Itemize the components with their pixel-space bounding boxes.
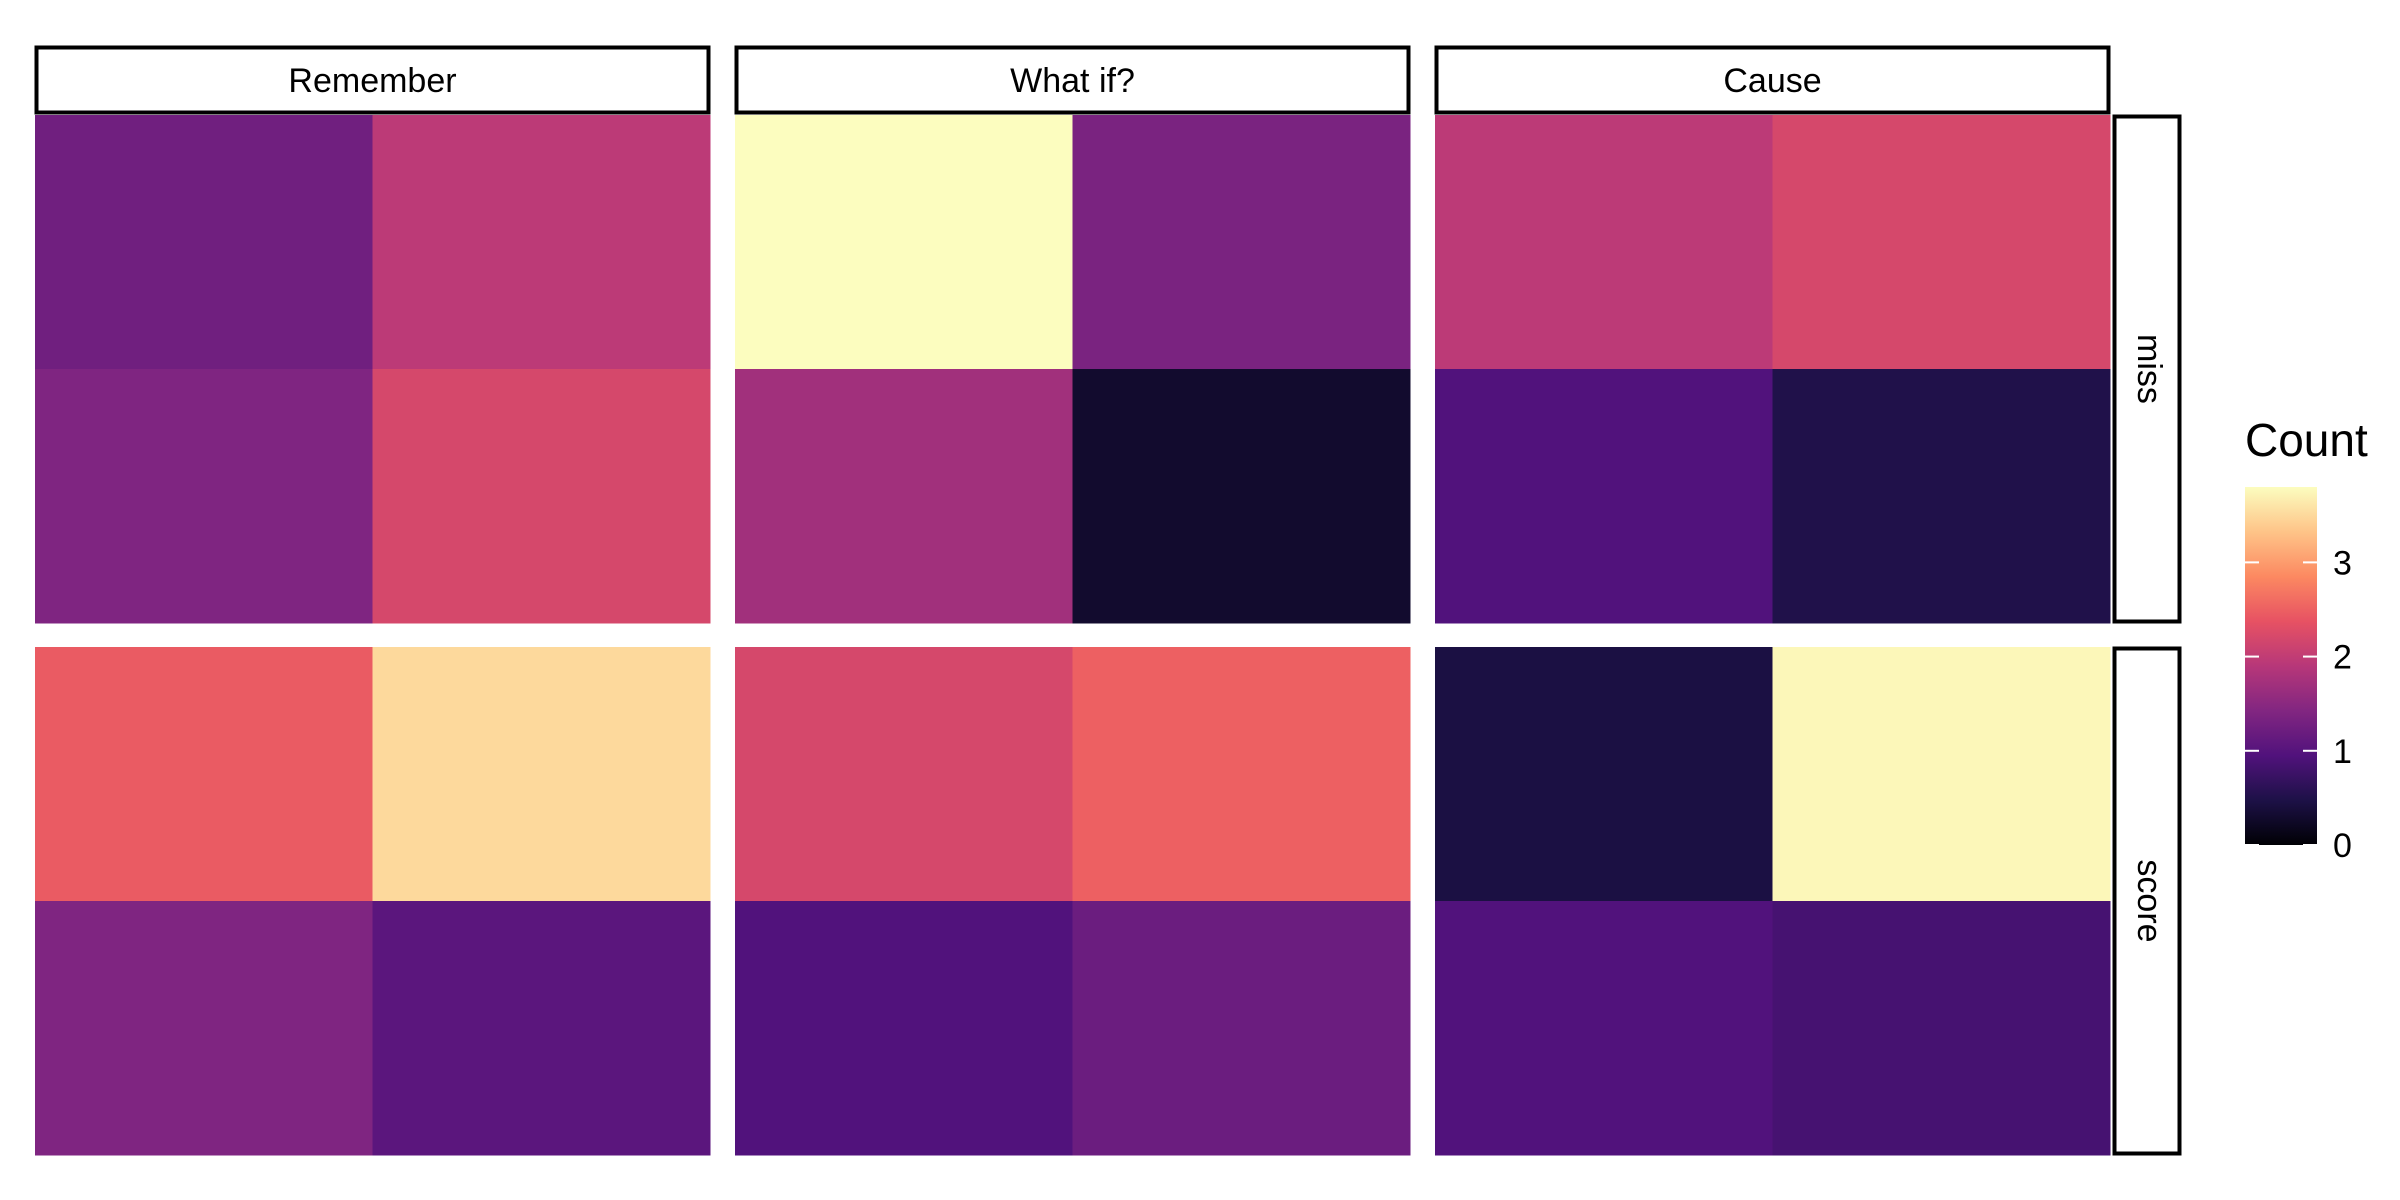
heatmap-cell bbox=[735, 115, 1073, 370]
legend-tick-label: 0 bbox=[2333, 827, 2352, 865]
heatmap-cell bbox=[1435, 115, 1773, 370]
heatmap-cell bbox=[1435, 647, 1773, 902]
heatmap-cell bbox=[1072, 369, 1411, 624]
legend-title: Count bbox=[2245, 414, 2368, 466]
panel-cause-miss bbox=[1435, 115, 2111, 624]
strip-label: Cause bbox=[1723, 62, 1821, 100]
strip-miss: miss bbox=[2112, 114, 2182, 624]
heatmap-cell bbox=[35, 901, 373, 1156]
legend-colorbar bbox=[2245, 487, 2317, 845]
panel-what-if-miss bbox=[735, 115, 1411, 624]
strip-label: What if? bbox=[1010, 62, 1135, 100]
panels-layer bbox=[35, 115, 2111, 1156]
panel-cause-score bbox=[1435, 647, 2111, 1156]
strip-label: score bbox=[2130, 859, 2168, 942]
strip-box bbox=[1434, 45, 2111, 115]
legend-tick-label: 1 bbox=[2333, 733, 2352, 771]
strip-label: miss bbox=[2130, 334, 2168, 404]
heatmap-cell bbox=[1772, 369, 2111, 624]
heatmap-cell bbox=[372, 115, 711, 370]
strip-box bbox=[734, 45, 1411, 115]
strip-cause: Cause bbox=[1434, 45, 2111, 115]
strip-score: score bbox=[2112, 646, 2182, 1156]
heatmap-cell bbox=[372, 369, 711, 624]
heatmap-cell bbox=[1072, 647, 1411, 902]
heatmap-cell bbox=[1435, 369, 1773, 624]
heatmap-cell bbox=[1772, 115, 2111, 370]
heatmap-cell bbox=[1772, 647, 2111, 902]
heatmap-cell bbox=[372, 901, 711, 1156]
strip-remember: Remember bbox=[34, 45, 711, 115]
heatmap-cell bbox=[1072, 901, 1411, 1156]
legend: Count 0 1 2 3 bbox=[2245, 414, 2368, 865]
heatmap-cell bbox=[735, 369, 1073, 624]
legend-tick-label: 3 bbox=[2333, 544, 2352, 582]
strip-label: Remember bbox=[288, 62, 456, 100]
panel-remember-score bbox=[35, 647, 711, 1156]
heatmap-cell bbox=[735, 901, 1073, 1156]
heatmap-cell bbox=[735, 647, 1073, 902]
heatmap-cell bbox=[35, 647, 373, 902]
heatmap-cell bbox=[1772, 901, 2111, 1156]
strip-box bbox=[34, 45, 711, 115]
strip-what-if: What if? bbox=[734, 45, 1411, 115]
panel-remember-miss bbox=[35, 115, 711, 624]
legend-tick-label: 2 bbox=[2333, 639, 2352, 677]
heatmap-cell bbox=[35, 369, 373, 624]
strip-box bbox=[2112, 114, 2182, 624]
strips-layer: Remember What if? Cause miss score bbox=[34, 45, 2182, 1156]
heatmap-cell bbox=[35, 115, 373, 370]
heatmap-cell bbox=[1435, 901, 1773, 1156]
panel-what-if-score bbox=[735, 647, 1411, 1156]
heatmap-cell bbox=[372, 647, 711, 902]
heatmap-cell bbox=[1072, 115, 1411, 370]
strip-box bbox=[2112, 646, 2182, 1156]
